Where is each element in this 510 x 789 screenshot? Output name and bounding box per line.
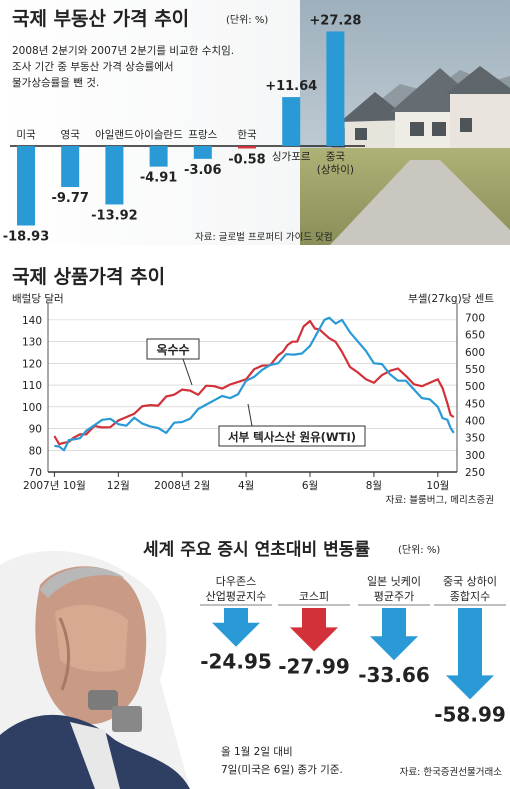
stock-title: 세계 주요 증시 연초대비 변동률 <box>143 540 370 560</box>
corn-legend-pointer <box>182 358 193 386</box>
left-tick-label: 130 <box>22 337 42 349</box>
x-tick-label: 6월 <box>302 480 318 492</box>
real-estate-bar <box>17 146 35 226</box>
real-estate-bar <box>105 146 124 205</box>
real-estate-category-label: (상하이) <box>317 163 354 176</box>
stock-value-label: -27.99 <box>278 654 350 678</box>
real-estate-category-label: 프랑스 <box>188 129 217 141</box>
real-estate-value-label: -3.06 <box>184 163 221 178</box>
real-estate-bar <box>326 31 345 147</box>
wti-legend-box <box>218 425 366 447</box>
right-tick-label: 700 <box>465 313 485 325</box>
stock-arrow <box>290 608 338 652</box>
x-tick-label: 10월 <box>426 480 449 492</box>
stock-unit: (단위: %) <box>398 543 440 556</box>
stock-arrow <box>212 608 260 647</box>
stock-category-label: 다우존스 <box>216 575 256 588</box>
real-estate-bar <box>149 146 168 167</box>
real-estate-value-label: -4.91 <box>140 171 177 186</box>
real-estate-value-label: +27.28 <box>309 13 361 28</box>
left-tick-label: 70 <box>29 467 42 479</box>
right-tick-label: 450 <box>465 398 485 410</box>
real-estate-note-2: 조사 기간 중 부동산 가격 상승률에서 <box>12 60 174 73</box>
left-tick-label: 110 <box>22 380 42 392</box>
real-estate-source: 자료: 글로벌 프로퍼티 가이드 닷컴 <box>195 231 333 243</box>
real-estate-value-label: -9.77 <box>51 191 88 206</box>
x-tick-label: 12월 <box>107 480 130 492</box>
commodity-right-axis-label: 부셸(27kg)당 센트 <box>408 293 494 305</box>
real-estate-category-label: 영국 <box>61 129 81 141</box>
real-estate-value-label: +11.64 <box>265 79 317 94</box>
right-tick-label: 250 <box>465 467 485 479</box>
real-estate-bars: -18.93 미국 -9.77 영국 -13.92 아일랜드 -4.91 아이슬란드 -3.06… <box>3 13 362 244</box>
real-estate-note-3: 물가상승률을 뺀 것. <box>12 77 99 89</box>
real-estate-unit: (단위: %) <box>226 13 268 26</box>
commodity-title: 국제 상품가격 추이 <box>12 266 165 288</box>
corn-legend-label: 옥수수 <box>156 342 189 357</box>
real-estate-category-label: 아일랜드 <box>95 128 134 141</box>
stock-category-label: 중국 상하이 <box>443 574 497 588</box>
trader-photo <box>0 550 190 789</box>
stock-category-label: 산업평균지수 <box>206 590 267 603</box>
commodity-panel: 국제 상품가격 추이 배럴당 달러 부셸(27kg)당 센트 70 80 90 100… <box>12 266 494 506</box>
x-tick-label: 4월 <box>238 480 254 492</box>
left-tick-label: 90 <box>29 424 42 436</box>
left-tick-label: 100 <box>22 402 42 414</box>
x-tick-label: 2007년 10월 <box>23 480 86 492</box>
real-estate-bar <box>282 97 301 146</box>
right-tick-label: 650 <box>465 330 485 342</box>
wti-line <box>54 316 455 452</box>
stock-value-label: -24.95 <box>200 650 272 674</box>
real-estate-note-1: 2008년 2분기와 2007년 2분기를 비교한 수치임. <box>12 44 234 57</box>
stock-value-label: -33.66 <box>358 663 430 687</box>
stock-panel: 세계 주요 증시 연초대비 변동률 (단위: %) -24.95 다우존스산업평균… <box>0 540 506 789</box>
real-estate-category-label: 아이슬란드 <box>134 129 183 141</box>
commodity-grid <box>47 303 458 473</box>
right-tick-label: 350 <box>465 433 485 445</box>
right-tick-label: 300 <box>465 450 485 462</box>
real-estate-panel: 국제 부동산 가격 추이 (단위: %) 2008년 2분기와 2007년 2분… <box>0 0 510 245</box>
real-estate-category-label: 싱가포르 <box>272 151 311 163</box>
real-estate-title: 국제 부동산 가격 추이 <box>12 8 189 30</box>
right-tick-label: 600 <box>465 347 485 359</box>
stock-source: 자료: 한국증권선물거래소 <box>400 766 503 778</box>
commodity-left-axis-label: 배럴당 달러 <box>12 292 64 305</box>
left-tick-label: 120 <box>22 358 42 370</box>
real-estate-bar <box>238 146 256 149</box>
commodity-series <box>53 316 455 452</box>
stock-category-label: 평균주가 <box>374 590 414 603</box>
stock-note-1: 올 1월 2일 대비 <box>221 745 293 758</box>
real-estate-bar <box>61 146 80 188</box>
right-tick-label: 550 <box>465 364 485 376</box>
stock-value-label: -58.99 <box>434 702 506 726</box>
real-estate-value-label: -18.93 <box>3 230 50 245</box>
right-tick-label: 500 <box>465 381 485 393</box>
x-tick-label: 8월 <box>366 480 382 492</box>
real-estate-value-label: -13.92 <box>91 208 138 223</box>
left-tick-label: 140 <box>22 315 42 327</box>
right-tick-label: 400 <box>465 416 485 428</box>
wti-legend-label: 서부 텍사스산 원유(WTI) <box>228 430 356 444</box>
stock-category-label: 코스피 <box>299 590 329 603</box>
commodity-ticks: 70 80 90 100 110 120 130 140 250 300 350 400 450 500 5… <box>22 313 485 492</box>
stock-category-label: 종합지수 <box>450 590 490 603</box>
real-estate-value-label: -0.58 <box>228 152 265 167</box>
wti-legend-pointer <box>247 403 253 427</box>
corn-legend-box <box>146 338 200 360</box>
stock-note-2: 7일(미국은 6일) 종가 기준. <box>221 763 343 776</box>
stock-arrow <box>446 608 494 700</box>
stock-arrow <box>370 608 418 661</box>
house-photo <box>300 0 510 245</box>
x-tick-label: 2008년 2월 <box>154 480 210 492</box>
real-estate-category-label: 한국 <box>237 129 257 141</box>
real-estate-bar <box>193 146 212 159</box>
stock-category-label: 일본 닛케이 <box>367 574 421 588</box>
real-estate-category-label: 중국 <box>326 151 346 163</box>
commodity-source: 자료: 블룸버그, 메리츠증권 <box>386 494 494 506</box>
real-estate-category-label: 미국 <box>16 129 36 141</box>
left-tick-label: 80 <box>29 445 42 457</box>
